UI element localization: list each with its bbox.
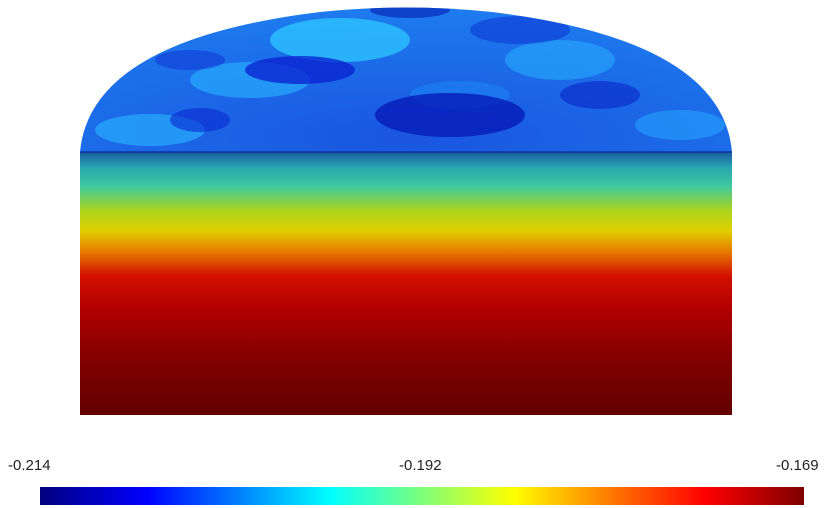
- colorbar-mid-label: -0.192: [399, 457, 442, 474]
- sky-map: [80, 7, 732, 415]
- map-cap: [80, 7, 732, 152]
- colorbar-max-label: -0.169: [776, 457, 819, 474]
- map-band: [80, 152, 732, 415]
- colorbar-min-label: -0.214: [8, 457, 51, 474]
- colorbar: [40, 487, 804, 505]
